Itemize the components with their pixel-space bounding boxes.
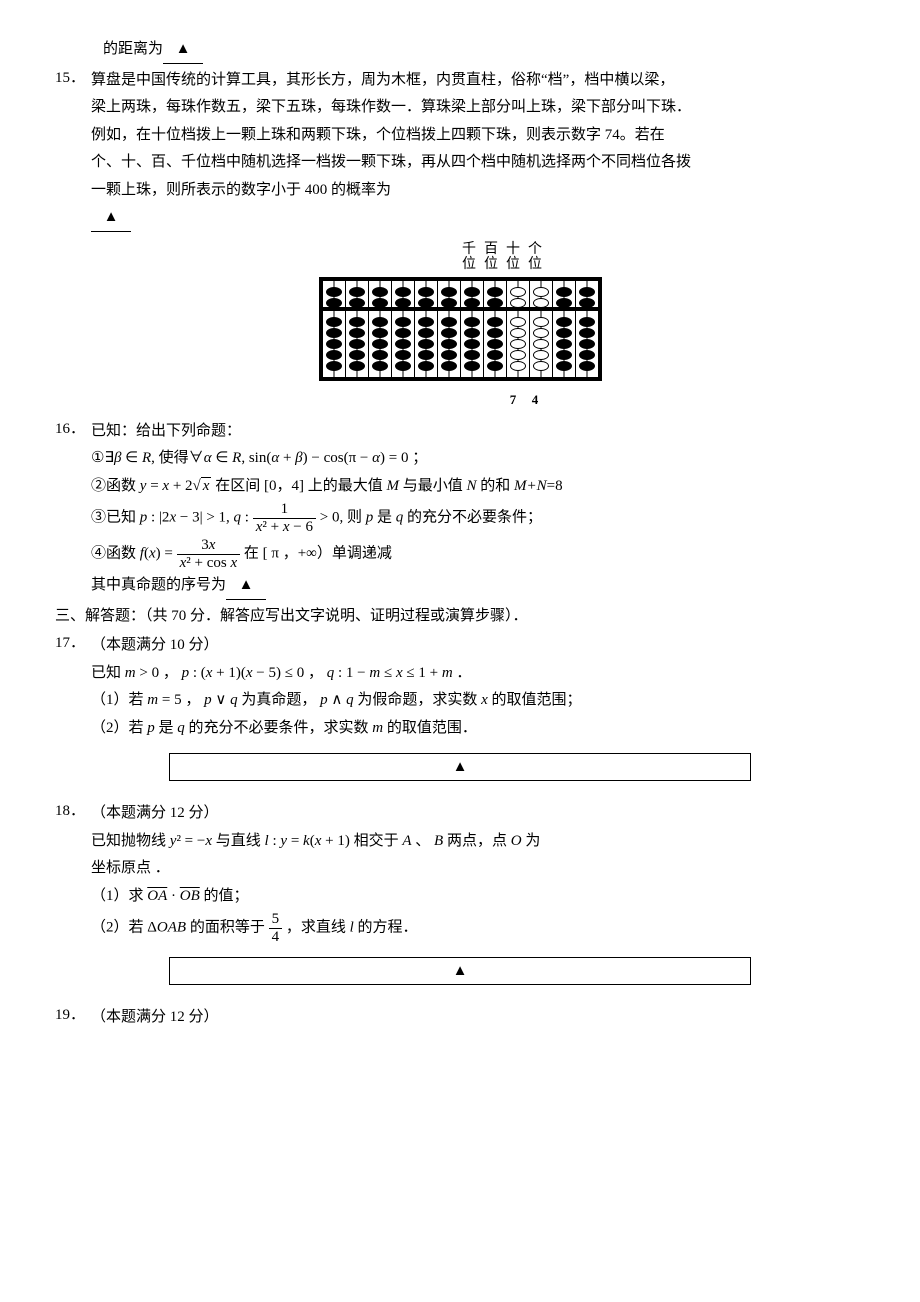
q16-head: 已知：给出下列命题： bbox=[91, 419, 865, 445]
q15-num: 15． bbox=[55, 66, 91, 234]
q17-num: 17． bbox=[55, 631, 91, 743]
q15-l5: 一颗上珠，则所表示的数字小于 400 的概率为 bbox=[91, 178, 865, 204]
q16-p4: ④函数 f(x) = 3xx² + cos x 在 [ π ，+∞）单调递减 bbox=[91, 537, 865, 571]
q16-p3: ③已知 p : |2x − 3| > 1, q : 1x² + x − 6 > … bbox=[91, 501, 865, 535]
q16-p2: ②函数 y = x + 2√x 在区间 [0，4] 上的最大值 M 与最小值 N… bbox=[91, 474, 865, 500]
q16-tail: 其中真命题的序号为▲ bbox=[91, 573, 865, 600]
q14-tail: 的距离为▲ bbox=[55, 37, 865, 64]
q18-answerbox: ▲ bbox=[169, 957, 751, 985]
q16: 16． 已知：给出下列命题： ①∃β ∈ R, 使得∀α ∈ R, sin(α … bbox=[55, 417, 865, 602]
q17-s2: （2）若 p 是 q 的充分不必要条件，求实数 m 的取值范围． bbox=[91, 716, 865, 742]
q15-l1: 算盘是中国传统的计算工具，其形长方，周为木框，内贯直柱，俗称“档”，档中横以梁， bbox=[91, 68, 865, 94]
q18: 18． （本题满分 12 分） 已知抛物线 y² = −x 与直线 l : y … bbox=[55, 799, 865, 947]
q17-answerbox: ▲ bbox=[169, 753, 751, 781]
abacus-col-labels: 千百十个 位位位位 bbox=[458, 242, 546, 273]
q19: 19． （本题满分 12 分） bbox=[55, 1003, 865, 1033]
q17-l1: 已知 m > 0 ， p : (x + 1)(x − 5) ≤ 0 ， q : … bbox=[91, 661, 865, 687]
q18-title: （本题满分 12 分） bbox=[91, 801, 865, 827]
q15-l3: 例如，在十位档拨上一颗上珠和两颗下珠，个位档拨上四颗下珠，则表示数字 74。若在 bbox=[91, 123, 865, 149]
abacus-figure: 千百十个 位位位位 74 bbox=[55, 242, 865, 411]
q15: 15． 算盘是中国传统的计算工具，其形长方，周为木框，内贯直柱，俗称“档”，档中… bbox=[55, 66, 865, 234]
q15-l4: 个、十、百、千位档中随机选择一档拨一颗下珠，再从四个档中随机选择两个不同档位各拨 bbox=[91, 150, 865, 176]
abacus-bottom-nums: 74 bbox=[139, 389, 865, 411]
q18-l2: 坐标原点 ． bbox=[91, 856, 865, 882]
q14-text: 的距离为 bbox=[103, 41, 163, 57]
q15-l2: 梁上两珠，每珠作数五，梁下五珠，每珠作数一．算珠梁上部分叫上珠，梁下部分叫下珠． bbox=[91, 95, 865, 121]
q16-p1: ①∃β ∈ R, 使得∀α ∈ R, sin(α + β) − cos(π − … bbox=[91, 446, 865, 472]
q17-title: （本题满分 10 分） bbox=[91, 633, 865, 659]
q19-title: （本题满分 12 分） bbox=[91, 1005, 865, 1031]
q18-l1: 已知抛物线 y² = −x 与直线 l : y = k(x + 1) 相交于 A… bbox=[91, 829, 865, 855]
q19-num: 19． bbox=[55, 1003, 91, 1033]
q16-num: 16． bbox=[55, 417, 91, 602]
section3-head: 三、解答题：（共 70 分．解答应写出文字说明、证明过程或演算步骤）． bbox=[55, 604, 865, 630]
q18-s2: （2）若 ΔOAB 的面积等于 54 ，求直线 l 的方程． bbox=[91, 911, 865, 945]
q17: 17． （本题满分 10 分） 已知 m > 0 ， p : (x + 1)(x… bbox=[55, 631, 865, 743]
q18-s1: （1）求 OA · OB 的值； bbox=[91, 884, 865, 910]
q18-num: 18． bbox=[55, 799, 91, 947]
q14-blank: ▲ bbox=[163, 37, 203, 64]
q17-s1: （1）若 m = 5 ， p ∨ q 为真命题， p ∧ q 为假命题，求实数 … bbox=[91, 688, 865, 714]
abacus-body bbox=[319, 277, 602, 381]
q15-blank: ▲ bbox=[91, 205, 131, 232]
